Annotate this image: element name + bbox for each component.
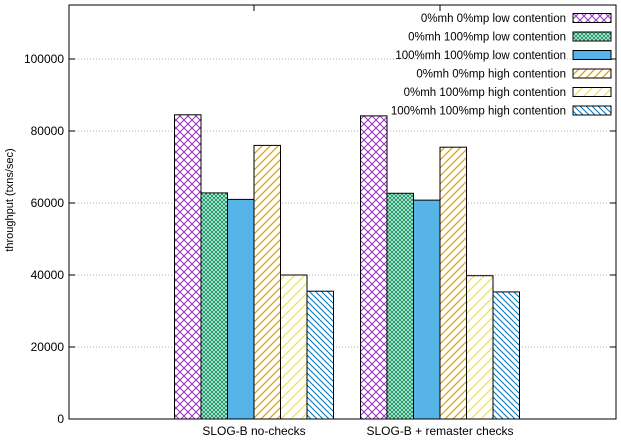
legend-swatch bbox=[572, 50, 612, 60]
bar-1-0 bbox=[360, 115, 388, 420]
x-tick-label: SLOG-B + remaster checks bbox=[366, 424, 513, 438]
bar-1-1 bbox=[386, 192, 414, 420]
bar-0-1 bbox=[200, 192, 228, 420]
legend-swatch bbox=[572, 13, 612, 23]
bar-1-4 bbox=[466, 275, 494, 420]
legend-swatch bbox=[572, 31, 612, 42]
legend-label: 100%mh 100%mp high contention bbox=[391, 106, 566, 118]
legend-swatch bbox=[572, 105, 612, 116]
legend-label: 0%mh 100%mp high contention bbox=[404, 87, 566, 99]
bar-1-5 bbox=[492, 291, 520, 420]
y-tick-label: 100000 bbox=[24, 52, 64, 66]
plot-frame bbox=[68, 4, 617, 420]
gridlines bbox=[69, 58, 616, 348]
legend: 0%mh 0%mp low contention 0%mh 100%mp low … bbox=[391, 13, 612, 118]
bar-1-3 bbox=[439, 146, 467, 420]
bar-0-2 bbox=[227, 198, 255, 420]
y-tick-label: 20000 bbox=[31, 340, 65, 354]
y-tick-label: 60000 bbox=[31, 196, 65, 210]
y-tick-label: 40000 bbox=[31, 268, 65, 282]
legend-label: 0%mh 100%mp low contention bbox=[408, 32, 566, 44]
bar-1-2 bbox=[413, 199, 441, 420]
bar-0-4 bbox=[280, 274, 308, 420]
bar-0-3 bbox=[253, 144, 281, 420]
x-tick-label: SLOG-B no-checks bbox=[202, 424, 305, 438]
y-tick-label: 80000 bbox=[31, 124, 65, 138]
legend-swatch bbox=[572, 87, 612, 97]
bars bbox=[174, 114, 520, 420]
bar-0-0 bbox=[174, 114, 202, 420]
y-axis-title: throughput (txns/sec) bbox=[4, 148, 16, 251]
bar-0-5 bbox=[306, 290, 334, 420]
axes: 0 20000 40000 60000 80000 100000 SLOG-B no-che… bbox=[24, 4, 617, 438]
legend-swatch bbox=[572, 68, 612, 79]
legend-label: 0%mh 0%mp high contention bbox=[416, 69, 566, 81]
legend-label: 0%mh 0%mp low contention bbox=[421, 13, 566, 25]
y-tick-label: 0 bbox=[57, 412, 64, 426]
legend-label: 100%mh 100%mp low contention bbox=[395, 50, 566, 62]
